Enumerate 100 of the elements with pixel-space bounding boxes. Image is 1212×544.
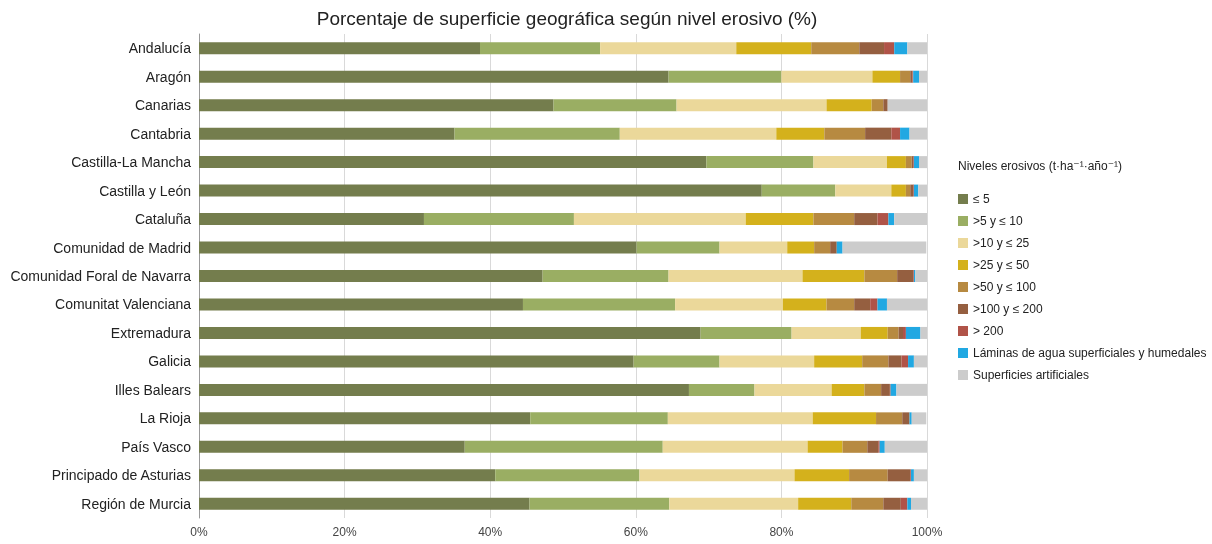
- bar: [907, 42, 927, 55]
- bar: [826, 99, 872, 112]
- bar: [836, 241, 843, 254]
- bar: [667, 412, 813, 425]
- bar: [860, 326, 888, 339]
- bar: [867, 440, 879, 453]
- bar: [199, 184, 762, 197]
- bar: [842, 440, 868, 453]
- bar: [199, 213, 424, 226]
- legend-label: > 200: [973, 324, 1004, 338]
- bar: [636, 241, 720, 254]
- bar: [905, 326, 921, 339]
- bar: [877, 213, 889, 226]
- bar: [877, 298, 887, 311]
- bar: [776, 127, 825, 140]
- y-tick-label: Principado de Asturias: [51, 467, 191, 484]
- bar: [668, 70, 782, 83]
- bar: [199, 156, 707, 169]
- bar: [688, 383, 755, 396]
- bar: [199, 326, 701, 339]
- bar: [886, 156, 906, 169]
- bar: [913, 355, 927, 368]
- bar: [199, 70, 669, 83]
- bar: [897, 270, 914, 282]
- y-tick-label: Extremadura: [110, 324, 192, 341]
- bar: [639, 469, 795, 482]
- bar: [633, 355, 720, 368]
- bar: [854, 298, 871, 311]
- x-tick-label: 20%: [332, 525, 357, 539]
- y-tick-label: Región de Murcia: [81, 495, 192, 512]
- bar: [883, 99, 888, 112]
- x-tick-label: 40%: [478, 525, 503, 539]
- bar: [887, 326, 899, 339]
- bar: [900, 70, 911, 83]
- y-tick-label: Cataluña: [134, 211, 192, 228]
- bar: [864, 270, 898, 282]
- bar: [199, 127, 455, 140]
- bar: [199, 42, 481, 55]
- y-tick-label: Castilla-La Mancha: [71, 154, 192, 171]
- bar: [553, 99, 677, 112]
- bar: [199, 241, 637, 254]
- bar: [199, 355, 634, 368]
- bar: [798, 497, 852, 510]
- bar: [918, 184, 927, 197]
- bar: [736, 42, 812, 55]
- bar: [826, 298, 855, 311]
- y-tick-label: Aragón: [145, 68, 191, 85]
- bar: [719, 241, 788, 254]
- bar: [830, 241, 837, 254]
- bar: [814, 241, 831, 254]
- bar: [495, 469, 640, 482]
- bar: [913, 184, 919, 197]
- bar: [811, 42, 860, 55]
- bar: [794, 469, 850, 482]
- bar: [905, 184, 911, 197]
- bar: [891, 184, 906, 197]
- bar: [849, 469, 888, 482]
- bar: [898, 326, 903, 339]
- bar: [902, 412, 910, 425]
- bar: [913, 70, 919, 83]
- bar: [787, 241, 815, 254]
- y-tick-label: Galicia: [148, 353, 192, 370]
- bar: [909, 127, 927, 140]
- bar: [871, 99, 884, 112]
- bar: [913, 156, 919, 169]
- bar: [862, 355, 889, 368]
- bar: [859, 42, 885, 55]
- bar: [915, 270, 927, 282]
- legend-label: >5 y ≤ 10: [973, 214, 1023, 228]
- bar: [199, 383, 689, 396]
- bar: [902, 326, 906, 339]
- y-tick-label: Comunitat Valenciana: [55, 296, 192, 313]
- bar: [199, 99, 554, 112]
- bar: [199, 469, 496, 482]
- legend-label: Superficies artificiales: [973, 368, 1090, 382]
- bar: [881, 383, 890, 396]
- bar: [900, 127, 910, 140]
- bar: [896, 383, 927, 396]
- bar: [907, 497, 911, 510]
- bar: [884, 440, 927, 453]
- bar: [542, 270, 669, 282]
- legend-title: Niveles erosivos (t·ha⁻¹·año⁻¹): [958, 159, 1123, 173]
- bar: [669, 497, 799, 510]
- bar: [813, 156, 887, 169]
- y-tick-label: Canarias: [134, 97, 191, 114]
- bar: [894, 213, 927, 226]
- bar: [781, 70, 873, 83]
- bar: [745, 213, 814, 226]
- bar: [905, 156, 912, 169]
- bar: [851, 497, 884, 510]
- y-tick-label: La Rioja: [139, 410, 192, 427]
- x-tick-label: 80%: [769, 525, 794, 539]
- legend-label: >25 y ≤ 50: [973, 258, 1030, 272]
- bar: [918, 156, 927, 169]
- y-tick-label: País Vasco: [121, 438, 192, 455]
- y-tick-label: Comunidad Foral de Navarra: [10, 268, 192, 284]
- bar: [812, 412, 877, 425]
- bar: [199, 440, 465, 453]
- bar: [522, 298, 676, 311]
- bar: [879, 440, 885, 453]
